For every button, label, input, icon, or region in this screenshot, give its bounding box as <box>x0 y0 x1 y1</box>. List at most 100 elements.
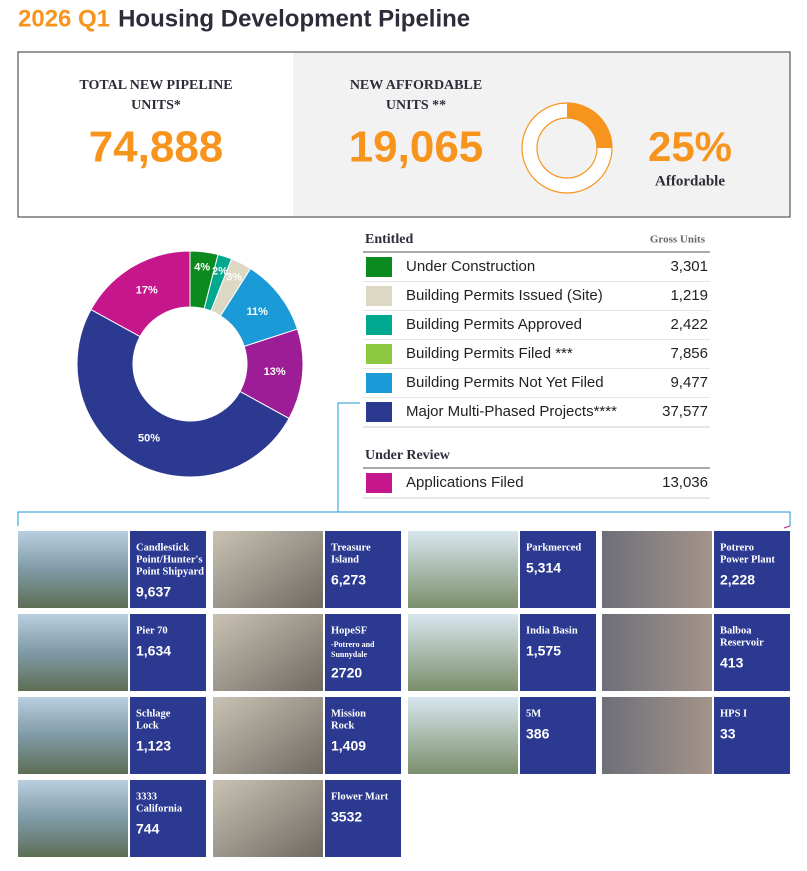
project-name: California <box>136 803 183 814</box>
project-panel <box>325 614 401 691</box>
project-name: Point/Hunter's <box>136 554 203 565</box>
row-bg <box>363 469 710 498</box>
project-image <box>602 697 712 774</box>
legend-swatch <box>366 286 392 306</box>
legend-swatch <box>366 315 392 335</box>
project-name: Flower Mart <box>331 791 389 802</box>
project-image <box>213 780 323 857</box>
row-label: Building Permits Filed *** <box>406 345 573 362</box>
project-units: 744 <box>136 821 160 837</box>
project-units: 386 <box>526 726 550 742</box>
project-name: Mission <box>331 708 366 719</box>
donut-slice <box>567 103 612 148</box>
project-image <box>408 614 518 691</box>
project-units: 3532 <box>331 809 362 825</box>
row-value: 1,219 <box>670 287 708 304</box>
project-units: 1,634 <box>136 643 171 659</box>
project-units: 33 <box>720 726 736 742</box>
project-image <box>18 697 128 774</box>
table-heading: Entitled <box>365 232 413 247</box>
project-panel <box>520 697 596 774</box>
project-image <box>18 531 128 608</box>
row-label: Building Permits Approved <box>406 316 582 333</box>
project-name: 3333 <box>136 791 157 802</box>
donut-slice <box>90 250 191 338</box>
project-name: Candlestick <box>136 542 189 553</box>
project-units: 1,575 <box>526 643 561 659</box>
project-units: 9,637 <box>136 584 171 600</box>
project-panel <box>520 614 596 691</box>
project-image <box>18 614 128 691</box>
title: Housing Development Pipeline <box>118 5 470 32</box>
project-units: 5,314 <box>526 560 561 576</box>
slice-label: 3% <box>226 271 242 283</box>
project-note: -Potrero and <box>331 640 375 649</box>
project-image <box>18 780 128 857</box>
project-image <box>213 614 323 691</box>
project-name: Pier 70 <box>136 625 168 636</box>
project-name: Lock <box>136 720 159 731</box>
row-value: 3,301 <box>670 258 708 275</box>
project-panel <box>325 780 401 857</box>
project-image <box>602 531 712 608</box>
row-label: Building Permits Issued (Site) <box>406 287 603 304</box>
legend-swatch <box>366 402 392 422</box>
row-bg <box>363 311 710 340</box>
project-panel <box>714 697 790 774</box>
project-name: India Basin <box>526 625 578 636</box>
project-panel <box>130 697 206 774</box>
project-name: Island <box>331 554 359 565</box>
project-image <box>602 614 712 691</box>
row-bg <box>363 282 710 311</box>
slice-label: 11% <box>246 306 268 318</box>
stat-value: 19,065 <box>349 123 484 172</box>
project-image <box>213 697 323 774</box>
project-name: Potrero <box>720 542 754 553</box>
legend-swatch <box>366 344 392 364</box>
stat-label: TOTAL NEW PIPELINE <box>79 78 232 93</box>
row-bg <box>363 253 710 282</box>
legend-swatch <box>366 473 392 493</box>
donut-slice <box>76 308 290 478</box>
project-units: 2720 <box>331 665 362 681</box>
connector <box>337 402 360 512</box>
slice-label: 17% <box>136 285 158 297</box>
stat-label: NEW AFFORDABLE <box>350 78 482 93</box>
project-image <box>408 697 518 774</box>
project-image <box>408 531 518 608</box>
slice-label: 13% <box>264 366 286 378</box>
row-label: Applications Filed <box>406 474 524 491</box>
slice-label: 50% <box>138 432 160 444</box>
project-panel <box>130 614 206 691</box>
table-heading: Under Review <box>365 448 451 463</box>
row-value: 2,422 <box>670 316 708 333</box>
donut-value: 25% <box>648 123 732 170</box>
row-value: 7,856 <box>670 345 708 362</box>
project-name: Treasure <box>331 542 371 553</box>
project-name: 5M <box>526 708 541 719</box>
project-units: 1,409 <box>331 738 366 754</box>
legend-swatch <box>366 257 392 277</box>
project-panel <box>520 531 596 608</box>
project-note: Sunnydale <box>331 650 367 659</box>
project-units: 2,228 <box>720 572 755 588</box>
donut-caption: Affordable <box>655 173 725 189</box>
donut-hole <box>536 117 598 179</box>
stat-label: UNITS ** <box>386 98 446 113</box>
project-name: HopeSF <box>331 625 367 636</box>
project-units: 413 <box>720 655 744 671</box>
title-year: 2026 Q1 <box>18 5 110 32</box>
project-units: 6,273 <box>331 572 366 588</box>
row-bg <box>363 398 710 427</box>
row-label: Building Permits Not Yet Filed <box>406 374 604 391</box>
row-bg <box>363 369 710 398</box>
project-name: Point Shipyard <box>136 566 204 577</box>
slice-label: 2% <box>212 266 228 278</box>
row-bg <box>363 340 710 369</box>
stat-value: 74,888 <box>89 123 224 172</box>
slice-label: 4% <box>194 262 210 274</box>
project-panel <box>325 531 401 608</box>
row-label: Major Multi-Phased Projects**** <box>406 403 617 420</box>
project-units: 1,123 <box>136 738 171 754</box>
